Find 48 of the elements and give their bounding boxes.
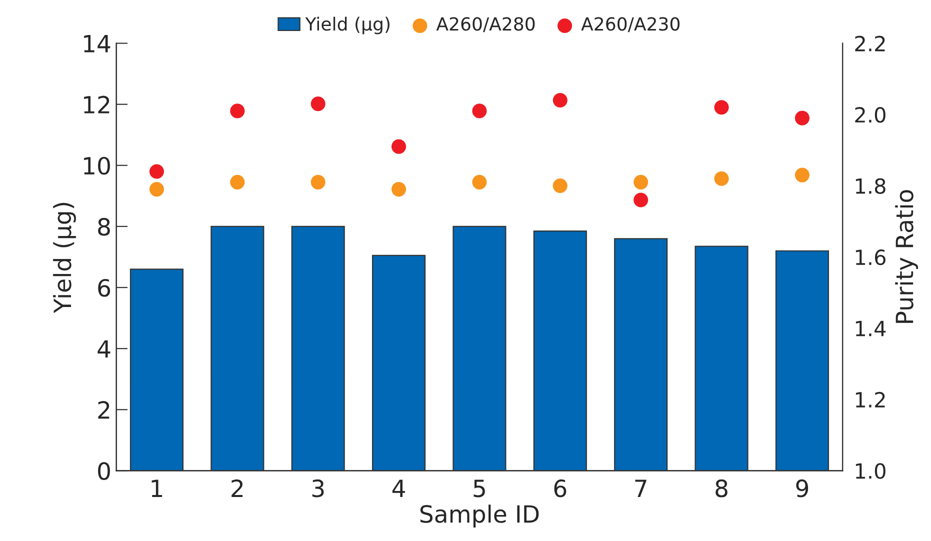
point xyxy=(794,168,810,182)
y-tick-label: 10 xyxy=(84,156,110,175)
point xyxy=(149,182,164,197)
y2-tick-label: 1.4 xyxy=(856,320,886,336)
x-tick-label: 6 xyxy=(554,479,566,498)
y2-tick-label: 1.0 xyxy=(856,463,886,479)
point xyxy=(552,92,568,108)
point xyxy=(794,110,810,126)
x-tick-label: 2 xyxy=(232,479,243,497)
point xyxy=(230,174,245,190)
x-tick-label: 7 xyxy=(635,480,646,497)
y2-axis-title: Purity Ratio xyxy=(895,190,918,323)
point xyxy=(634,174,648,190)
y-tick-label: 8 xyxy=(98,218,110,236)
legend-label: A260/A280 xyxy=(436,17,535,32)
point xyxy=(714,100,729,115)
point xyxy=(310,96,326,112)
y-tick-label: 2 xyxy=(98,401,110,419)
x-tick-label: 1 xyxy=(152,480,162,497)
y-tick-label: 14 xyxy=(84,35,110,52)
y-tick-label: 12 xyxy=(84,96,110,114)
y2-tick-label: 2.2 xyxy=(855,36,885,52)
legend-label: A260/A230 xyxy=(581,17,680,32)
y-tick-label: 6 xyxy=(98,278,110,297)
point xyxy=(391,139,406,154)
point xyxy=(310,174,326,190)
y-tick-label: 4 xyxy=(98,340,110,358)
legend-label: Yield (µg) xyxy=(305,16,390,34)
y2-tick-label: 2.0 xyxy=(855,106,886,123)
x-tick-label: 4 xyxy=(392,480,405,497)
x-axis-title: Sample ID xyxy=(420,504,539,528)
y-tick-label: 0 xyxy=(98,462,110,480)
y2-tick-label: 1.8 xyxy=(856,178,886,194)
y-axis-title: Yield (µg) xyxy=(53,202,76,314)
point xyxy=(230,104,245,118)
point xyxy=(472,104,487,118)
y2-tick-label: 1.6 xyxy=(856,249,886,266)
x-tick-label: 3 xyxy=(312,479,324,498)
point xyxy=(472,174,487,190)
point xyxy=(552,178,568,194)
point xyxy=(634,192,648,208)
point xyxy=(149,164,164,179)
y2-tick-label: 1.2 xyxy=(856,392,885,408)
x-tick-label: 8 xyxy=(716,479,728,498)
x-tick-label: 9 xyxy=(796,479,808,498)
point xyxy=(714,171,729,186)
x-tick-label: 5 xyxy=(474,480,485,498)
point xyxy=(391,182,406,197)
